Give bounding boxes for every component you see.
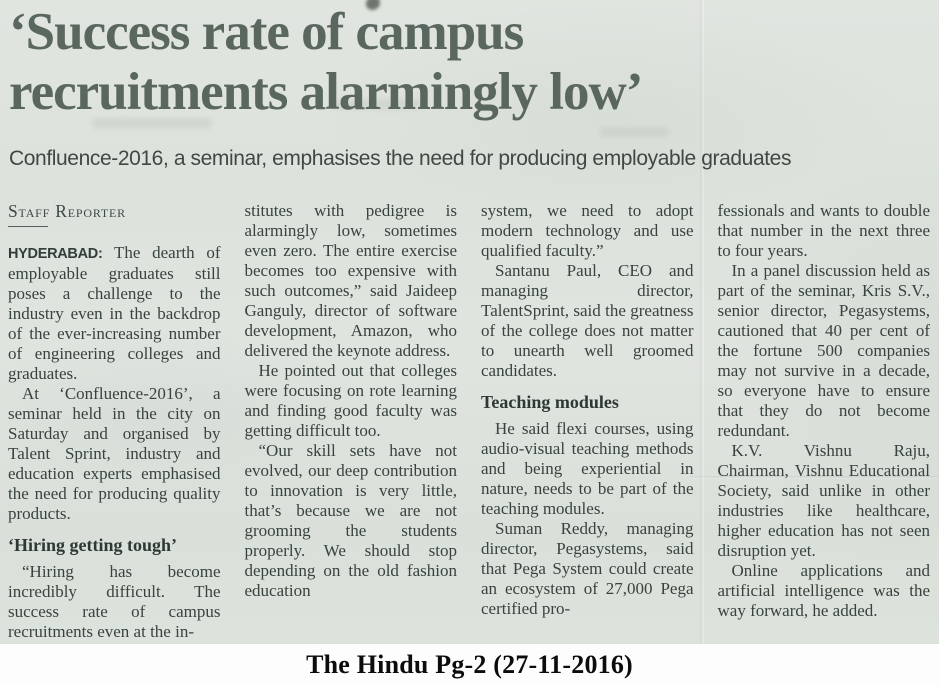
byline: Staff Reporter: [8, 201, 126, 221]
article-column-3: system, we need to adopt modern technolo…: [481, 201, 694, 641]
paragraph: He said flexi courses, using audio-visua…: [481, 419, 694, 518]
paragraph: Suman Reddy, managing director, Pegasyst…: [481, 519, 694, 618]
paragraph: K.V. Vishnu Raju, Chairman, Vishnu Educa…: [717, 441, 931, 560]
paper-crease-vertical: [700, 0, 704, 644]
paragraph-text: The dearth of employable graduates still…: [8, 243, 221, 383]
bleedthrough-smudge: [332, 100, 422, 109]
paragraph: fessionals and wants to double that numb…: [717, 201, 931, 260]
paragraph: Online applications and artificial intel…: [717, 561, 931, 620]
bleedthrough-smudge: [600, 128, 670, 136]
paper-crease-horizontal: [690, 476, 939, 479]
byline-rule: [8, 226, 48, 227]
article-headline: ‘Success rate of campus recruitments ala…: [9, 3, 643, 121]
paragraph: He pointed out that colleges were focusi…: [244, 361, 458, 440]
article-column-1: Staff Reporter HYDERABAD: The dearth of …: [8, 201, 221, 641]
paragraph: system, we need to adopt modern technolo…: [481, 201, 694, 260]
paragraph: Santanu Paul, CEO and managing director,…: [481, 261, 694, 380]
article-standfirst: Confluence-2016, a seminar, emphasises t…: [9, 147, 792, 170]
dateline: HYDERABAD:: [8, 246, 103, 262]
paragraph: In a panel discussion held as part of th…: [717, 261, 931, 440]
caption-strip: The Hindu Pg-2 (27-11-2016): [0, 644, 939, 686]
crosshead-hiring: ‘Hiring getting tough’: [8, 535, 177, 555]
ink-smudge: [366, 0, 380, 10]
bleedthrough-smudge: [92, 118, 212, 128]
paragraph: “Hiring has become incredibly difficult.…: [8, 562, 221, 641]
paragraph: At ‘Confluence-2016’, a seminar held in …: [8, 384, 221, 523]
paragraph: “Our skill sets have not evolved, our de…: [244, 441, 458, 600]
article-column-4: fessionals and wants to double that numb…: [718, 201, 931, 641]
paragraph: HYDERABAD: The dearth of employable grad…: [8, 243, 221, 384]
article-column-2: stitutes with pedigree is alarmingly low…: [245, 201, 458, 641]
newspaper-scan: ‘Success rate of campus recruitments ala…: [0, 0, 939, 644]
source-caption: The Hindu Pg-2 (27-11-2016): [306, 650, 633, 679]
crosshead-teaching-modules: Teaching modules: [481, 392, 619, 412]
article-body: Staff Reporter HYDERABAD: The dearth of …: [8, 201, 930, 641]
paragraph: stitutes with pedigree is alarmingly low…: [244, 201, 458, 360]
